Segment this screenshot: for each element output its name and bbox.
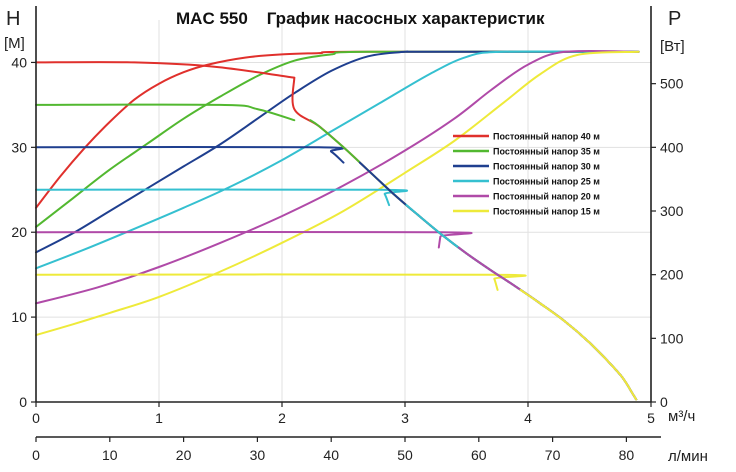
head-curves xyxy=(35,61,527,291)
pump-curve xyxy=(519,288,638,401)
power-curve xyxy=(35,50,640,337)
power-curve xyxy=(35,50,640,209)
x-tick-label: 4 xyxy=(524,410,532,426)
head-curve xyxy=(35,188,409,207)
x-secondary-tick-label: 10 xyxy=(102,447,118,463)
legend-label: Постоянный напор 15 м xyxy=(493,207,600,217)
right-axis-unit: [Вт] xyxy=(660,38,685,55)
legend: Постоянный напор 40 м Постоянный напор 35… xyxy=(453,132,600,217)
right-axis-letter: P xyxy=(668,8,681,30)
chart-title: MAC 550 График насосных характеристик xyxy=(176,9,545,28)
left-axis-unit: [M] xyxy=(4,35,25,52)
head-curve xyxy=(35,103,296,122)
x-tick-label: 1 xyxy=(155,410,163,426)
legend-label: Постоянный напор 25 м xyxy=(493,177,600,187)
x-secondary-tick-label: 0 xyxy=(32,447,40,463)
left-tick-label: 0 xyxy=(19,394,27,410)
x-secondary-tick-label: 70 xyxy=(545,447,561,463)
right-tick-label: 200 xyxy=(660,267,684,283)
x-secondary-tick-label: 80 xyxy=(619,447,635,463)
left-tick-label: 40 xyxy=(11,54,27,70)
legend-label: Постоянный напор 30 м xyxy=(493,162,600,172)
x-tick-label: 3 xyxy=(401,410,409,426)
left-axis-letter: H xyxy=(6,8,20,30)
x-secondary-tick-label: 20 xyxy=(176,447,192,463)
axes xyxy=(35,6,661,438)
power-curve xyxy=(35,49,640,305)
x-secondary-tick-label: 60 xyxy=(471,447,487,463)
x-secondary-tick-label: 40 xyxy=(323,447,339,463)
right-tick-label: 500 xyxy=(660,76,684,92)
x-secondary-tick-label: 50 xyxy=(397,447,413,463)
x-tick-label: 5 xyxy=(647,410,655,426)
left-tick-label: 30 xyxy=(11,139,27,155)
x-axis-secondary-unit: л/мин xyxy=(668,448,708,465)
power-curve xyxy=(35,50,640,270)
right-tick-label: 100 xyxy=(660,330,684,346)
pump-curve xyxy=(291,76,638,401)
pump-curve xyxy=(457,246,638,401)
head-curve xyxy=(35,230,473,249)
pump-curve-group xyxy=(291,76,638,401)
head-curve xyxy=(35,61,296,79)
left-tick-label: 10 xyxy=(11,309,27,325)
legend-label: Постоянный напор 20 м xyxy=(493,192,600,202)
x-secondary-tick-label: 30 xyxy=(250,447,266,463)
x-tick-label: 2 xyxy=(278,410,286,426)
left-tick-label: 20 xyxy=(11,224,27,240)
right-tick-label: 300 xyxy=(660,203,684,219)
power-curve xyxy=(35,50,640,228)
right-tick-label: 400 xyxy=(660,139,684,155)
power-curve xyxy=(35,50,640,254)
x-tick-label: 0 xyxy=(32,410,40,426)
pump-curve xyxy=(405,204,638,401)
right-tick-label: 0 xyxy=(660,394,668,410)
head-curve xyxy=(35,145,345,164)
legend-label: Постоянный напор 35 м xyxy=(493,147,600,157)
x-axis-unit: м³/ч xyxy=(668,408,695,425)
legend-label: Постоянный напор 40 м xyxy=(493,132,600,142)
power-curves xyxy=(35,49,640,337)
head-curve xyxy=(35,273,527,291)
